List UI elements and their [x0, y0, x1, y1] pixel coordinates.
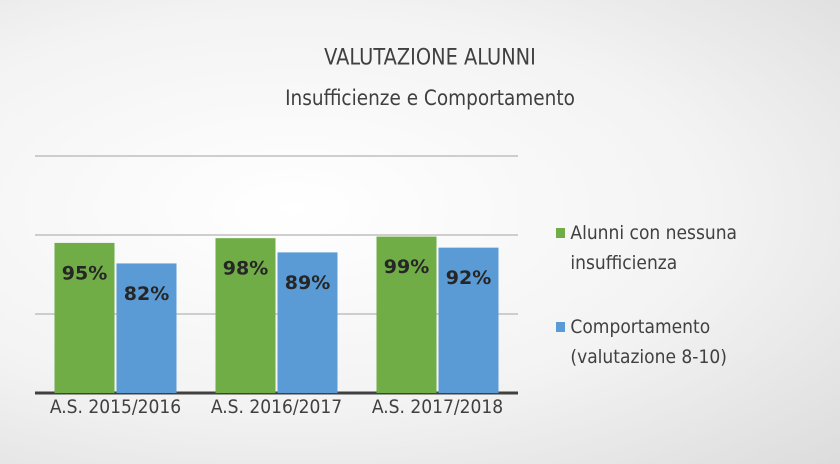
chart-subtitle: Insufficienze e Comportamento: [285, 86, 575, 110]
bar: [277, 252, 338, 393]
legend-item: Alunni con nessuna insufficienza: [556, 218, 808, 278]
chart-title: VALUTAZIONE ALUNNI: [324, 44, 536, 69]
data-label: 95%: [62, 262, 107, 284]
bar: [54, 242, 115, 393]
x-tick-label: A.S. 2016/2017: [211, 396, 342, 418]
bar: [376, 236, 437, 393]
legend-label: Comportamento (valutazione 8-10): [570, 316, 727, 368]
bar: [438, 247, 499, 393]
data-label: 89%: [285, 272, 330, 294]
data-label: 98%: [223, 258, 268, 280]
bar: [215, 238, 276, 393]
data-label: 82%: [124, 283, 169, 305]
legend-swatch: [556, 228, 565, 238]
data-label: 92%: [446, 267, 491, 289]
legend-label: Alunni con nessuna insufficienza: [570, 222, 738, 274]
legend-swatch: [556, 322, 565, 332]
bar: [116, 263, 177, 393]
data-label: 99%: [384, 256, 429, 278]
x-tick-label: A.S. 2017/2018: [372, 396, 503, 418]
legend-item: Comportamento (valutazione 8-10): [556, 312, 808, 372]
x-tick-label: A.S. 2015/2016: [50, 396, 181, 418]
